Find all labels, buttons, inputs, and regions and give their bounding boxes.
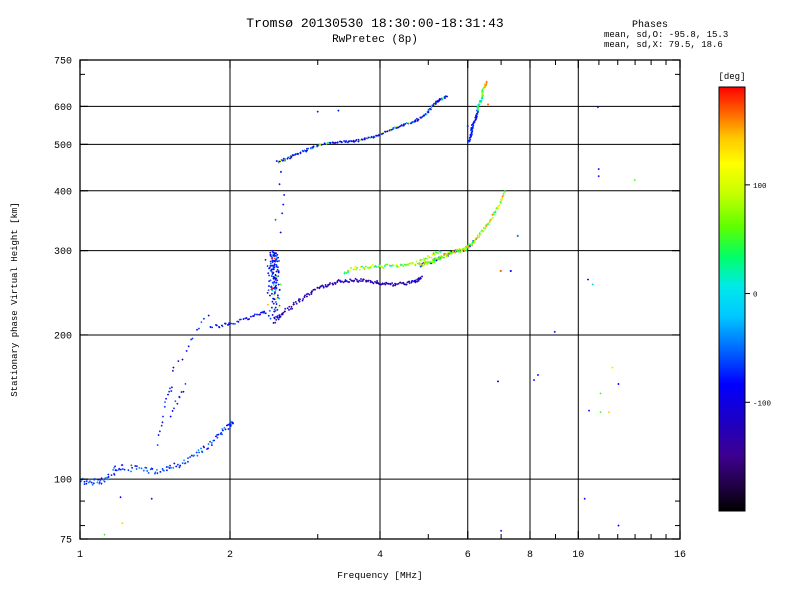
svg-text:500: 500 xyxy=(54,141,72,152)
svg-text:100: 100 xyxy=(54,476,72,487)
svg-text:400: 400 xyxy=(54,187,72,198)
svg-text:300: 300 xyxy=(54,247,72,258)
svg-text:Stationary phase Virtual Heigh: Stationary phase Virtual Height [km] xyxy=(10,202,20,396)
svg-text:8: 8 xyxy=(527,550,533,561)
svg-text:10: 10 xyxy=(572,550,584,561)
svg-text:0: 0 xyxy=(753,292,758,300)
svg-text:600: 600 xyxy=(54,103,72,114)
svg-text:RwPretec (8p): RwPretec (8p) xyxy=(332,34,418,46)
svg-text:6: 6 xyxy=(465,550,471,561)
svg-text:-100: -100 xyxy=(753,400,772,408)
svg-text:750: 750 xyxy=(54,57,72,68)
svg-text:75: 75 xyxy=(60,536,72,547)
svg-text:16: 16 xyxy=(674,550,686,561)
svg-text:100: 100 xyxy=(753,183,767,191)
svg-text:mean, sd,O: -95.8, 15.3: mean, sd,O: -95.8, 15.3 xyxy=(604,30,728,40)
svg-text:200: 200 xyxy=(54,331,72,342)
svg-text:4: 4 xyxy=(377,550,383,561)
svg-text:2: 2 xyxy=(227,550,233,561)
svg-text:mean, sd,X: 79.5, 18.6: mean, sd,X: 79.5, 18.6 xyxy=(604,40,723,50)
svg-text:[deg]: [deg] xyxy=(718,72,745,82)
svg-text:Tromsø 20130530 18:30:00-18:: Tromsø 20130530 18:30:00-18:31:43 xyxy=(246,16,503,31)
svg-text:1: 1 xyxy=(77,550,83,561)
svg-text:Frequency [MHz]: Frequency [MHz] xyxy=(337,570,423,581)
